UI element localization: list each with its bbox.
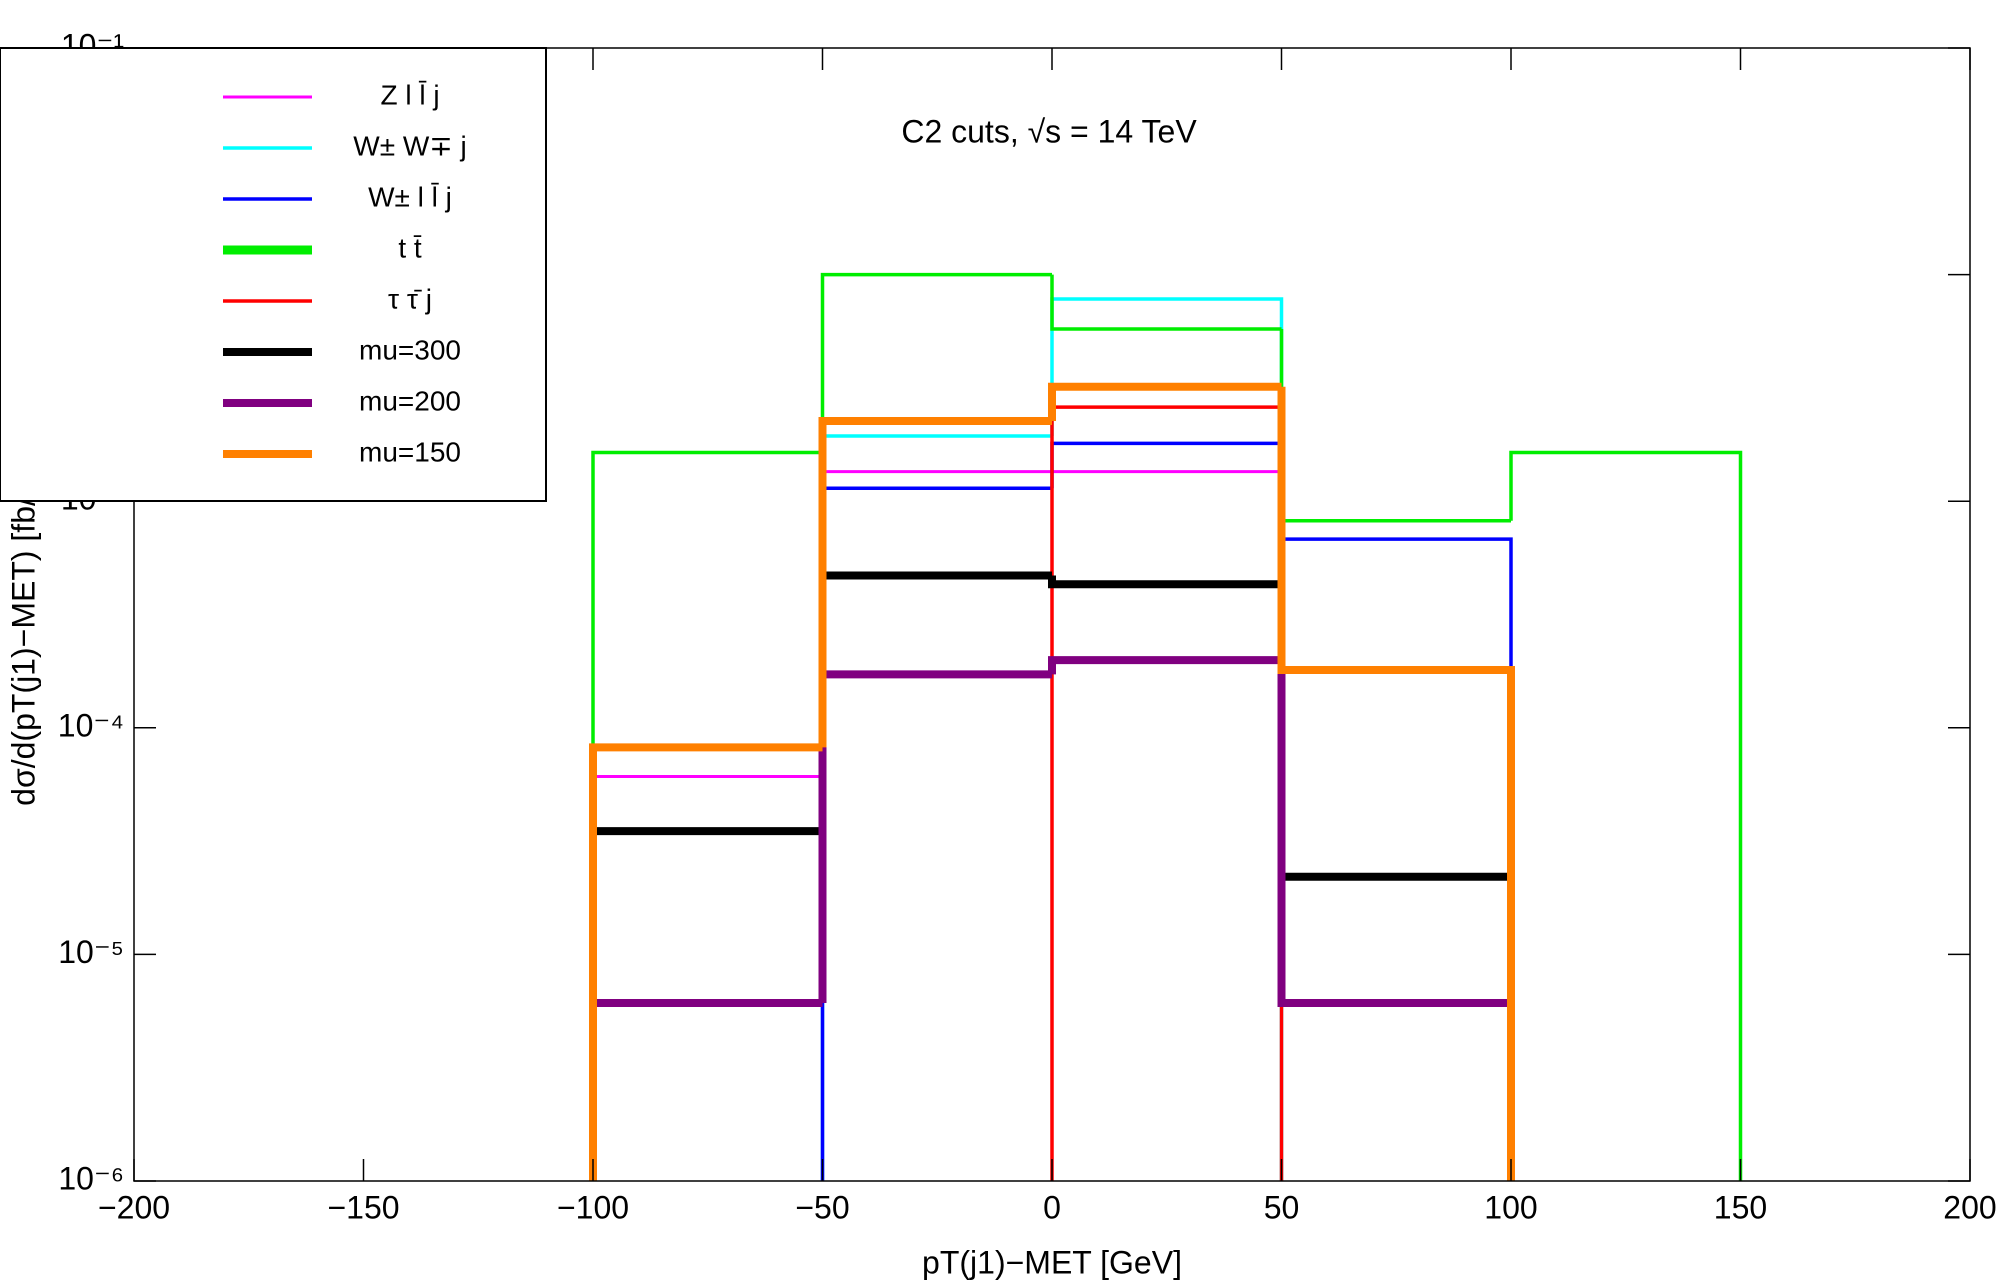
histogram-step <box>818 670 1052 1004</box>
histogram-step <box>1048 575 1282 589</box>
histogram-step <box>1277 386 1515 1181</box>
y-tick-label: 10⁻⁴ <box>58 707 124 743</box>
x-tick-label: 50 <box>1264 1189 1300 1225</box>
histogram-step <box>818 416 1052 748</box>
histogram-step <box>1279 443 1513 1181</box>
histogram-step <box>591 450 823 1181</box>
x-tick-label: 100 <box>1484 1189 1537 1225</box>
y-tick-label: 10⁻⁵ <box>58 934 124 970</box>
histogram-step <box>589 743 823 1181</box>
legend-label: mu=150 <box>359 436 461 467</box>
legend-label: Z l l̄ j <box>380 79 439 110</box>
histogram-step <box>1050 441 1282 489</box>
legend-label: t t̄ <box>398 232 422 263</box>
histogram-step <box>591 774 823 1181</box>
y-tick-label: 10⁻⁶ <box>58 1160 124 1196</box>
legend-label: mu=300 <box>359 334 461 365</box>
legend-label: W± l l̄ j <box>368 181 452 212</box>
plot-area <box>589 272 1743 1181</box>
legend-label: W± W∓ j <box>353 130 466 161</box>
chart-title: C2 cuts, √s = 14 TeV <box>901 113 1197 149</box>
histogram-step <box>1048 382 1282 421</box>
legend-label: mu=200 <box>359 385 461 416</box>
x-tick-label: −100 <box>557 1189 629 1225</box>
legend-box <box>0 47 547 502</box>
legend: Z l l̄ j W± W∓ j W± l l̄ j t t̄ τ τ̄ j mu=300… <box>0 47 547 502</box>
x-tick-label: 150 <box>1714 1189 1767 1225</box>
histogram-step <box>1050 297 1284 1181</box>
x-tick-label: 0 <box>1043 1189 1061 1225</box>
x-tick-label: 200 <box>1943 1189 1996 1225</box>
histogram-step <box>820 486 1052 1181</box>
histogram-step <box>1048 656 1282 675</box>
histogram-step <box>818 571 1052 832</box>
x-axis-label: pT(j1)−MET [GeV] <box>922 1244 1182 1280</box>
histogram-step <box>1279 329 1511 523</box>
legend-label: τ τ̄ j <box>388 283 432 314</box>
x-tick-label: −150 <box>327 1189 399 1225</box>
histogram-step <box>820 434 1052 1181</box>
x-tick-label: −200 <box>98 1189 170 1225</box>
histogram-step <box>1052 470 1283 1181</box>
histogram-step <box>1277 660 1515 1181</box>
histogram-step <box>1050 274 1282 331</box>
x-tick-label: −50 <box>795 1189 849 1225</box>
histogram-step <box>1509 450 1743 1181</box>
histogram-step <box>820 272 1052 453</box>
histogram-step <box>589 827 823 1181</box>
histogram-step <box>589 999 823 1181</box>
histogram-step <box>1277 584 1515 1181</box>
histogram-step <box>821 470 1052 777</box>
histogram-step <box>1050 405 1284 1181</box>
